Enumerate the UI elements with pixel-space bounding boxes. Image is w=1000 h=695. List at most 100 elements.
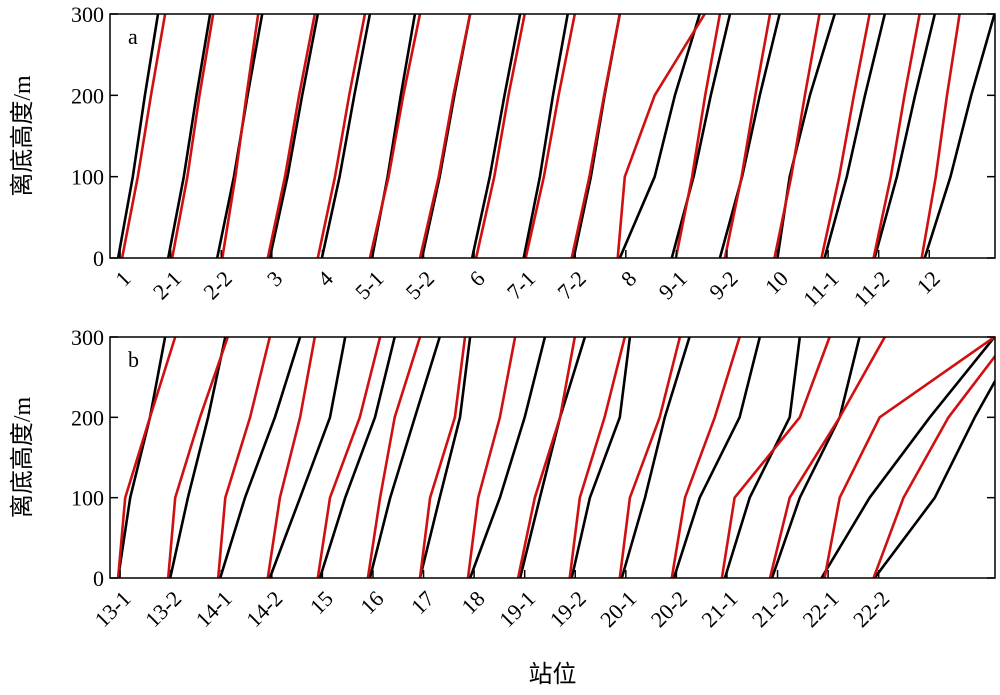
profile-line xyxy=(266,14,317,258)
profile-line xyxy=(320,14,372,258)
plot-area xyxy=(116,337,995,578)
profile-line xyxy=(873,378,995,578)
profile-line xyxy=(570,14,622,258)
y-axis-label: 离底高度/m xyxy=(9,75,36,197)
profile-line xyxy=(723,14,772,258)
profile-line xyxy=(872,14,921,258)
profile-line xyxy=(368,14,422,258)
profile-line xyxy=(820,337,995,578)
profile-line xyxy=(466,337,517,578)
profile-line xyxy=(366,337,422,578)
x-tick-label: 6 xyxy=(464,266,489,291)
profile-line xyxy=(872,354,995,578)
profile-line xyxy=(823,337,995,578)
x-tick-label: 11-1 xyxy=(798,266,844,312)
profile-line xyxy=(618,14,701,258)
profile-line xyxy=(268,337,347,578)
x-tick-label: 11-2 xyxy=(849,266,895,312)
x-tick-label: 16 xyxy=(355,586,388,619)
plot-area xyxy=(116,14,995,258)
x-tick-label: 14-2 xyxy=(241,586,287,632)
x-tick-label: 20-1 xyxy=(595,586,641,632)
x-tick-label: 20-2 xyxy=(646,586,692,632)
profile-line xyxy=(221,14,260,258)
profile-line xyxy=(474,14,526,258)
profile-line xyxy=(470,14,522,258)
profile-line xyxy=(723,337,802,578)
profile-line xyxy=(718,14,781,258)
profile-line xyxy=(318,337,396,578)
profile-line xyxy=(120,14,167,258)
x-tick-label: 2-1 xyxy=(148,266,186,304)
x-tick-label: 1 xyxy=(110,266,135,291)
profile-line xyxy=(570,337,632,578)
profile-line xyxy=(218,337,302,578)
profile-line xyxy=(820,14,871,258)
profile-line xyxy=(923,14,995,258)
y-tick-label: 0 xyxy=(93,566,104,591)
profile-line xyxy=(568,337,627,578)
x-tick-label: 21-1 xyxy=(696,586,742,632)
axes-frame xyxy=(109,336,996,579)
profile-line xyxy=(418,14,472,258)
profile-line xyxy=(216,337,272,578)
profile-line xyxy=(720,337,831,578)
x-tick-label: 7-2 xyxy=(552,266,590,304)
axes-frame xyxy=(109,13,996,259)
y-tick-label: 300 xyxy=(71,2,104,27)
profile-line xyxy=(116,337,167,578)
x-tick-label: 18 xyxy=(456,586,489,619)
profile-line xyxy=(316,337,382,578)
x-tick-label: 5-2 xyxy=(401,266,439,304)
profile-line xyxy=(770,337,861,578)
x-axis-label: 站位 xyxy=(529,661,577,688)
profile-line xyxy=(670,337,741,578)
profile-line xyxy=(823,14,887,258)
y-tick-label: 300 xyxy=(71,325,104,350)
x-tick-label: 2-2 xyxy=(198,266,236,304)
profile-line xyxy=(116,14,160,258)
profile-line xyxy=(920,14,961,258)
profile-line xyxy=(618,337,682,578)
y-axis-label: 离底高度/m xyxy=(9,397,36,519)
x-tick-label: 21-2 xyxy=(747,586,793,632)
profile-line xyxy=(168,337,227,578)
x-tick-label: 15 xyxy=(305,586,338,619)
x-tick-label: 9-1 xyxy=(654,266,692,304)
profile-line xyxy=(468,337,547,578)
x-tick-label: 3 xyxy=(262,266,287,291)
profile-line xyxy=(368,337,441,578)
x-tick-label: 4 xyxy=(312,266,337,291)
profile-line xyxy=(166,14,212,258)
panel-label: b xyxy=(128,347,139,372)
x-tick-label: 9-2 xyxy=(704,266,742,304)
panel-label: a xyxy=(128,24,138,49)
x-tick-label: 13-1 xyxy=(89,586,135,632)
profile-line xyxy=(166,337,230,578)
x-tick-label: 10 xyxy=(760,266,793,299)
profile-line xyxy=(522,14,569,258)
profile-line xyxy=(268,14,320,258)
profile-line xyxy=(266,337,317,578)
profile-line xyxy=(524,14,577,258)
y-tick-label: 200 xyxy=(71,405,104,430)
profile-line xyxy=(516,337,577,578)
profile-line xyxy=(616,14,706,258)
y-tick-label: 0 xyxy=(93,246,104,271)
x-tick-label: 17 xyxy=(406,586,439,619)
profile-line xyxy=(672,337,762,578)
x-tick-label: 12 xyxy=(912,266,945,299)
x-tick-label: 5-1 xyxy=(350,266,388,304)
profile-line xyxy=(418,337,472,578)
profile-line xyxy=(116,337,177,578)
profile-line xyxy=(518,337,587,578)
y-tick-label: 100 xyxy=(71,165,104,190)
profile-line xyxy=(418,337,467,578)
profile-line xyxy=(768,337,886,578)
profile-line xyxy=(776,14,836,258)
profile-line xyxy=(316,14,367,258)
profile-line xyxy=(674,14,722,258)
profile-line xyxy=(620,337,691,578)
x-tick-label: 19-2 xyxy=(545,586,591,632)
